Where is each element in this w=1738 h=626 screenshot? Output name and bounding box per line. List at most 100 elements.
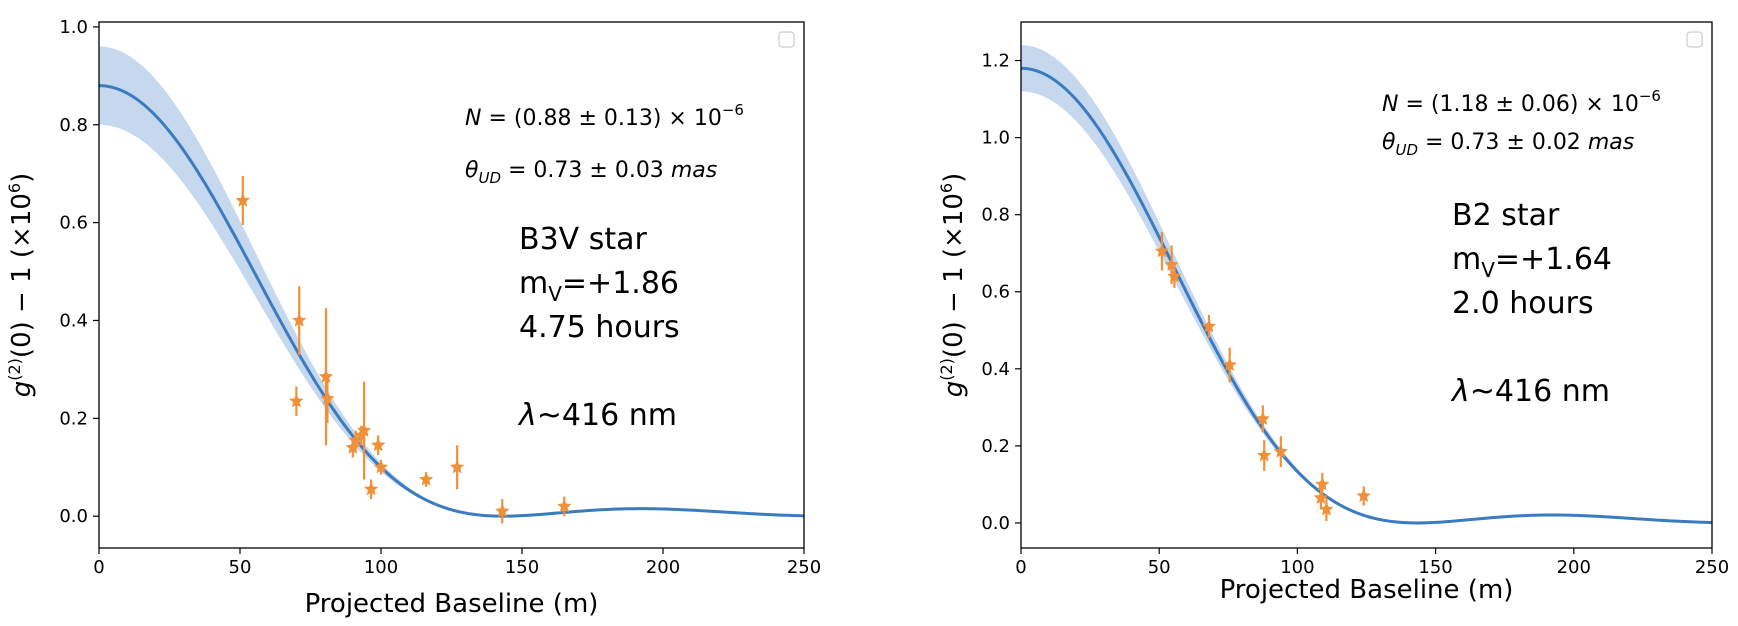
y-tick-text: 1.2 xyxy=(981,51,1010,72)
x-axis-label-text: Projected Baseline (m) xyxy=(1220,575,1514,605)
star-magnitude: mV=+1.86 xyxy=(519,266,679,306)
data-point xyxy=(318,369,334,383)
y-tick-text: 0.6 xyxy=(981,282,1010,303)
y-label-exp: 6 xyxy=(937,183,956,193)
data-point xyxy=(370,437,386,452)
star-name-text: B3V star xyxy=(519,222,648,257)
x-tick-text: 250 xyxy=(787,557,821,578)
data-point xyxy=(235,192,251,207)
y-tick-label: 0.2 xyxy=(59,408,88,429)
data-point xyxy=(345,440,361,454)
data-point xyxy=(1167,268,1182,283)
y-tick-text: 0.8 xyxy=(981,205,1010,226)
y-tick-label: 0.2 xyxy=(981,436,1010,457)
fit-norm-text: N = (1.18 ± 0.06) × 10−6 xyxy=(1382,87,1661,117)
y-tick-label: 0.8 xyxy=(59,115,88,136)
data-point xyxy=(289,393,304,408)
fit-n-exponent: −6 xyxy=(1639,87,1661,105)
fit-theta-sub: UD xyxy=(478,169,501,187)
fit-theta-text: θUD = 0.73 ± 0.03 mas xyxy=(465,158,717,187)
y-label-sup: (2) xyxy=(937,358,956,381)
lambda-symbol: λ xyxy=(517,398,537,433)
data-point xyxy=(1255,411,1271,426)
data-point xyxy=(373,459,389,474)
x-tick-text: 200 xyxy=(1557,557,1591,578)
data-point xyxy=(1256,447,1272,462)
mag-sub: V xyxy=(548,282,562,306)
lambda-value: ~416 nm xyxy=(1470,374,1610,409)
y-tick-text: 0.0 xyxy=(59,506,88,527)
x-tick-label: 50 xyxy=(1148,557,1171,578)
data-point xyxy=(1273,444,1289,458)
legend-box xyxy=(1686,31,1703,48)
y-tick-text: 0.8 xyxy=(59,115,88,136)
y-tick-label: 1.2 xyxy=(981,51,1010,72)
y-axis-label: g(2)(0) − 1 (×106) xyxy=(937,173,969,398)
x-tick-text: 200 xyxy=(646,557,680,578)
axes-frame xyxy=(1020,21,1713,549)
data-point xyxy=(1154,243,1170,258)
x-tick-label: 250 xyxy=(787,557,821,578)
y-tick-text: 0.6 xyxy=(59,213,88,234)
x-tick-text: 50 xyxy=(229,557,252,578)
y-axis-label: g(2)(0) − 1 (×106) xyxy=(5,173,37,398)
x-tick-label: 50 xyxy=(229,557,252,578)
x-tick-label: 150 xyxy=(505,557,539,578)
hours-text: 4.75 hours xyxy=(519,310,680,345)
fit-theta-value: = 0.73 ± 0.03 xyxy=(501,158,671,183)
data-point xyxy=(363,481,379,496)
fit-theta-symbol: θ xyxy=(1382,130,1396,155)
star-magnitude: mV=+1.64 xyxy=(1452,242,1612,282)
y-tick-label: 1.0 xyxy=(59,17,88,38)
y-label-g: g xyxy=(939,381,969,398)
star-name: B2 star xyxy=(1452,198,1560,233)
fit-theta-sub: UD xyxy=(1395,141,1418,159)
y-tick-label: 0.8 xyxy=(981,205,1010,226)
y-tick-text: 0.2 xyxy=(981,436,1010,457)
x-tick-text: 250 xyxy=(1695,557,1729,578)
data-point xyxy=(1201,318,1217,333)
y-label-sup: (2) xyxy=(5,358,24,381)
fit-theta-value: = 0.73 ± 0.02 xyxy=(1418,130,1588,155)
observation-hours: 4.75 hours xyxy=(519,310,680,345)
y-tick-text: 1.0 xyxy=(59,17,88,38)
star-name-text: B2 star xyxy=(1452,198,1560,233)
data-point xyxy=(1319,501,1334,516)
fit-n-value: = (1.18 ± 0.06) × 10 xyxy=(1398,92,1638,117)
y-tick-label: 0.4 xyxy=(59,310,88,331)
right-panel: 0 50 100 150 200 250 0.0 0.2 0.4 0.6 0.8 1.0 1.2 Proj… xyxy=(937,21,1729,605)
y-label-close: ) xyxy=(7,173,37,183)
model-fit-line xyxy=(98,84,805,518)
left-panel: 0 50 100 150 200 250 0.0 0.2 0.4 0.6 0.8 1.0 Project… xyxy=(5,17,821,619)
y-label-close: ) xyxy=(939,173,969,183)
data-point xyxy=(291,312,307,327)
x-tick-text: 150 xyxy=(505,557,539,578)
y-tick-text: 0.2 xyxy=(59,408,88,429)
data-point xyxy=(1313,490,1329,505)
wavelength-label: λ~416 nm xyxy=(517,398,677,433)
x-axis-label-text: Projected Baseline (m) xyxy=(305,589,599,619)
mag-value: =+1.64 xyxy=(1495,242,1612,277)
fit-norm-text: N = (0.88 ± 0.13) × 10−6 xyxy=(465,101,744,131)
x-tick-label: 200 xyxy=(1557,557,1591,578)
x-axis-label: Projected Baseline (m) xyxy=(1220,575,1514,605)
x-tick-label: 100 xyxy=(364,557,398,578)
fit-theta-text: θUD = 0.73 ± 0.02 mas xyxy=(1382,130,1634,159)
x-tick-text: 0 xyxy=(1015,557,1026,578)
fit-theta-unit: mas xyxy=(1588,130,1634,155)
y-tick-text: 0.4 xyxy=(59,310,88,331)
x-tick-label: 150 xyxy=(1418,557,1452,578)
legend-box xyxy=(778,31,795,48)
mag-prefix: m xyxy=(1452,242,1481,277)
x-tick-label: 0 xyxy=(1015,557,1026,578)
data-point xyxy=(1315,476,1330,491)
axes-frame xyxy=(98,21,805,549)
y-tick-label: 0.0 xyxy=(59,506,88,527)
x-tick-text: 0 xyxy=(93,557,104,578)
data-point xyxy=(1356,488,1372,503)
fit-n-symbol: N xyxy=(1382,92,1398,117)
y-label-exp: 6 xyxy=(5,183,24,193)
y-tick-text: 0.4 xyxy=(981,359,1010,380)
mag-sub: V xyxy=(1481,258,1495,282)
x-tick-label: 100 xyxy=(1280,557,1314,578)
